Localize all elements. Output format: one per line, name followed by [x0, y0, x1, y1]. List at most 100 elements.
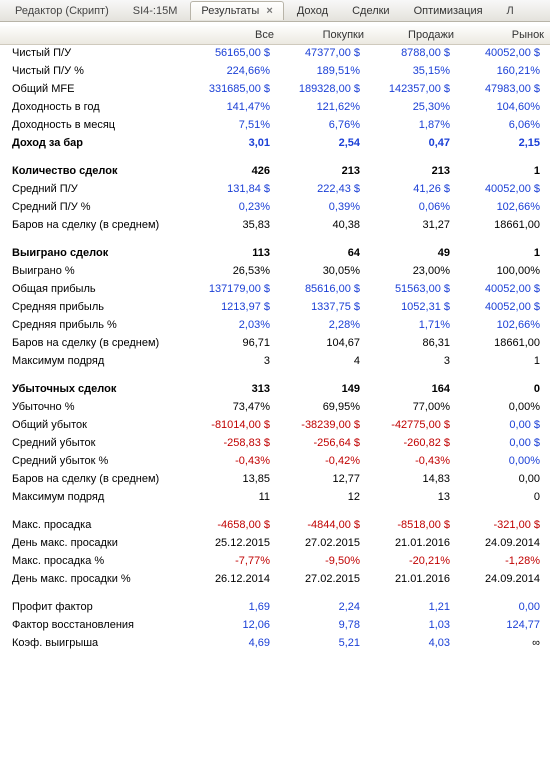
row-label: Средний П/У %	[0, 198, 190, 216]
cell-value: -258,83 $	[190, 434, 280, 452]
cell-value: 0,06%	[370, 198, 460, 216]
cell-value: 27.02.2015	[280, 534, 370, 552]
table-header-row: Все Покупки Продажи Рынок	[0, 26, 550, 44]
cell-value: 0,00 $	[460, 434, 550, 452]
cell-value: 5,21	[280, 634, 370, 652]
row-label: Макс. просадка	[0, 516, 190, 534]
cell-value: 142357,00 $	[370, 80, 460, 98]
row-label: Общая прибыль	[0, 280, 190, 298]
cell-value: 0,39%	[280, 198, 370, 216]
cell-value: -4658,00 $	[190, 516, 280, 534]
tab-instrument[interactable]: SI4-:15M	[122, 1, 189, 20]
cell-value: 56165,00 $	[190, 44, 280, 62]
table-row	[0, 370, 550, 380]
table-row: Средний убыток %-0,43%-0,42%-0,43%0,00%	[0, 452, 550, 470]
cell-value: -0,42%	[280, 452, 370, 470]
row-label: Убыточно %	[0, 398, 190, 416]
cell-value: 149	[280, 380, 370, 398]
tab-results-label: Результаты	[201, 5, 259, 17]
row-label: Доход за бар	[0, 134, 190, 152]
table-row: Баров на сделку (в среднем)35,8340,3831,…	[0, 216, 550, 234]
row-label: Доходность в год	[0, 98, 190, 116]
table-row: Средняя прибыль1213,97 $1337,75 $1052,31…	[0, 298, 550, 316]
cell-value: 0,00%	[460, 452, 550, 470]
cell-value: 3	[190, 352, 280, 370]
col-header[interactable]: Рынок	[460, 26, 550, 44]
row-label: Баров на сделку (в среднем)	[0, 334, 190, 352]
col-header[interactable]	[0, 26, 190, 44]
row-label: Максимум подряд	[0, 488, 190, 506]
tab-editor[interactable]: Редактор (Скрипт)	[4, 1, 120, 20]
table-row: Количество сделок4262132131	[0, 162, 550, 180]
cell-value: 85616,00 $	[280, 280, 370, 298]
cell-value: 1,69	[190, 598, 280, 616]
cell-value: 1,71%	[370, 316, 460, 334]
tab-income[interactable]: Доход	[286, 1, 339, 20]
cell-value: 1,03	[370, 616, 460, 634]
tab-last: Л	[496, 1, 525, 20]
table-row	[0, 506, 550, 516]
cell-value: 64	[280, 244, 370, 262]
cell-value: 0,47	[370, 134, 460, 152]
cell-value: 2,24	[280, 598, 370, 616]
cell-value: 189328,00 $	[280, 80, 370, 98]
table-row	[0, 588, 550, 598]
row-label: Баров на сделку (в среднем)	[0, 470, 190, 488]
row-label: Коэф. выигрыша	[0, 634, 190, 652]
cell-value: 40,38	[280, 216, 370, 234]
cell-value: -38239,00 $	[280, 416, 370, 434]
cell-value: 23,00%	[370, 262, 460, 280]
cell-value: 27.02.2015	[280, 570, 370, 588]
cell-value: 222,43 $	[280, 180, 370, 198]
cell-value: 13,85	[190, 470, 280, 488]
table-row: Общий MFE331685,00 $189328,00 $142357,00…	[0, 80, 550, 98]
cell-value: 25,30%	[370, 98, 460, 116]
tab-optimization[interactable]: Оптимизация	[403, 1, 494, 20]
table-row: Доход за бар3,012,540,472,15	[0, 134, 550, 152]
col-header[interactable]: Покупки	[280, 26, 370, 44]
row-label: Общий MFE	[0, 80, 190, 98]
cell-value: 3	[370, 352, 460, 370]
table-row: Макс. просадка-4658,00 $-4844,00 $-8518,…	[0, 516, 550, 534]
cell-value: 0,00	[460, 598, 550, 616]
cell-value: 9,78	[280, 616, 370, 634]
tab-trades[interactable]: Сделки	[341, 1, 401, 20]
table-row: Чистый П/У56165,00 $47377,00 $8788,00 $4…	[0, 44, 550, 62]
col-header[interactable]: Продажи	[370, 26, 460, 44]
cell-value: 12	[280, 488, 370, 506]
cell-value: 164	[370, 380, 460, 398]
cell-value: 213	[280, 162, 370, 180]
cell-value: 51563,00 $	[370, 280, 460, 298]
row-label: Количество сделок	[0, 162, 190, 180]
cell-value: 73,47%	[190, 398, 280, 416]
cell-value: 2,28%	[280, 316, 370, 334]
cell-value: 160,21%	[460, 62, 550, 80]
cell-value: 0,00	[460, 470, 550, 488]
tab-results[interactable]: Результаты ×	[190, 1, 283, 20]
table-row: Доходность в год141,47%121,62%25,30%104,…	[0, 98, 550, 116]
table-row: Убыточных сделок3131491640	[0, 380, 550, 398]
row-label: Выиграно %	[0, 262, 190, 280]
row-label: Средняя прибыль	[0, 298, 190, 316]
cell-value: 1,21	[370, 598, 460, 616]
table-row	[0, 152, 550, 162]
cell-value: 104,60%	[460, 98, 550, 116]
cell-value: -7,77%	[190, 552, 280, 570]
results-table: Все Покупки Продажи Рынок Чистый П/У5616…	[0, 26, 550, 652]
row-label: День макс. просадки	[0, 534, 190, 552]
cell-value: 47377,00 $	[280, 44, 370, 62]
col-header[interactable]: Все	[190, 26, 280, 44]
table-row: Максимум подряд1112130	[0, 488, 550, 506]
cell-value: 26.12.2014	[190, 570, 280, 588]
cell-value: 4,69	[190, 634, 280, 652]
table-row: Максимум подряд3431	[0, 352, 550, 370]
cell-value: 137179,00 $	[190, 280, 280, 298]
cell-value: 0,23%	[190, 198, 280, 216]
cell-value: 12,77	[280, 470, 370, 488]
table-row: Чистый П/У %224,66%189,51%35,15%160,21%	[0, 62, 550, 80]
cell-value: -8518,00 $	[370, 516, 460, 534]
cell-value: 12,06	[190, 616, 280, 634]
table-row	[0, 234, 550, 244]
cell-value: 69,95%	[280, 398, 370, 416]
close-icon[interactable]: ×	[266, 5, 272, 17]
